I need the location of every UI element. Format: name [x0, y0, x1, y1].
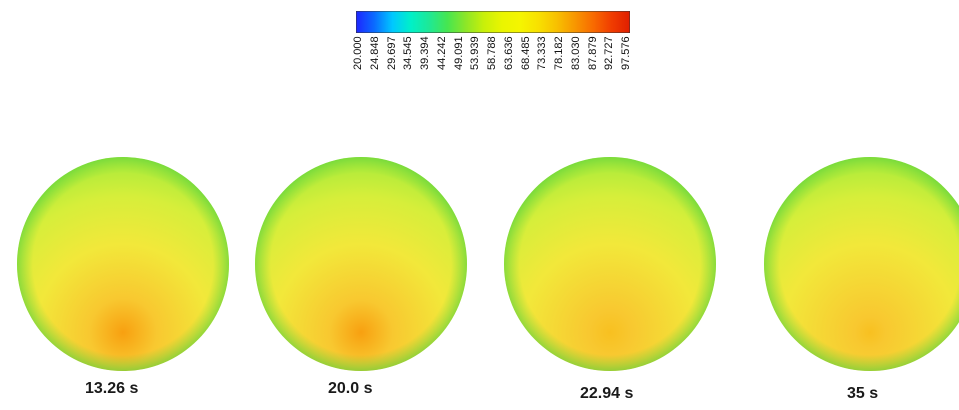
colorbar-tick-label: 39.394	[419, 36, 431, 70]
temperature-sphere	[755, 152, 959, 377]
colorbar-tick-label: 73.333	[536, 36, 549, 70]
colorbar	[356, 11, 630, 33]
colorbar-tick-label: 92.727	[603, 36, 616, 70]
colorbar-tick-label: 68.485	[519, 36, 532, 70]
colorbar-tick-label: 58.788	[486, 36, 498, 70]
colorbar-tick-label: 63.636	[502, 36, 515, 70]
colorbar-tick-label: 83.030	[569, 36, 582, 70]
colorbar-tick-label: 97.576	[620, 36, 632, 70]
temperature-sphere	[246, 152, 476, 377]
colorbar-tick-label: 87.879	[586, 36, 599, 70]
colorbar-tick-label: 24.848	[368, 36, 381, 70]
time-label: 35 s	[847, 385, 879, 402]
colorbar-tick-label: 44.242	[435, 36, 448, 70]
colorbar-tick-label: 53.939	[469, 36, 482, 70]
temperature-sphere	[495, 152, 725, 377]
sphere-edge	[504, 157, 716, 371]
colorbar-tick-labels: 20.000 24.848 29.697 34.545 39.394 44.242 49.0…	[352, 34, 632, 94]
colorbar-tick-label: 29.697	[385, 36, 398, 70]
colorbar-gradient	[356, 11, 630, 33]
sphere-edge	[764, 157, 959, 371]
colorbar-tick-label: 20.000	[352, 36, 364, 70]
time-label: 22.94 s	[580, 385, 634, 402]
colorbar-tick-label: 49.091	[452, 36, 465, 70]
temperature-sphere	[8, 152, 238, 377]
sphere-edge	[255, 157, 467, 371]
time-label: 20.0 s	[328, 380, 373, 397]
colorbar-tick-label: 78.182	[553, 36, 565, 70]
sphere-edge	[17, 157, 229, 371]
colorbar-tick-label: 34.545	[402, 36, 415, 70]
time-label: 13.26 s	[85, 380, 139, 397]
